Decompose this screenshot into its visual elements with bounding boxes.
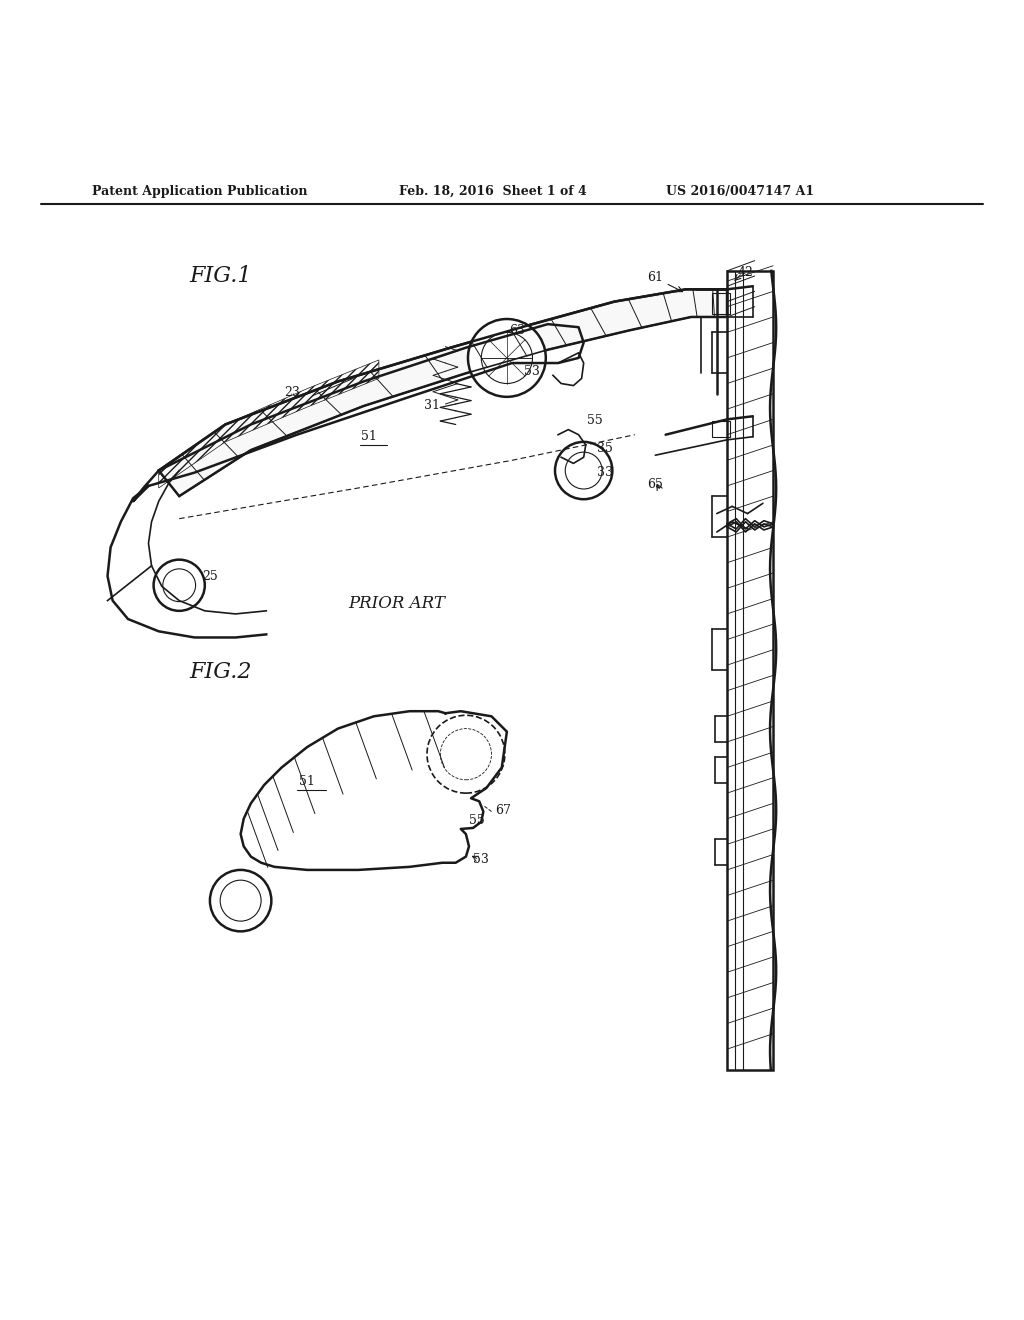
Text: 63: 63 (509, 325, 525, 338)
Text: 65: 65 (647, 478, 664, 491)
Text: 33: 33 (597, 466, 613, 479)
Text: 55: 55 (469, 814, 484, 826)
Text: US 2016/0047147 A1: US 2016/0047147 A1 (666, 185, 814, 198)
Circle shape (210, 870, 271, 932)
Bar (712, 421, 730, 437)
Text: FIG.2: FIG.2 (189, 661, 252, 684)
Text: 53: 53 (524, 366, 541, 379)
Circle shape (154, 560, 205, 611)
Text: 61: 61 (647, 271, 664, 284)
Text: FIG.1: FIG.1 (189, 265, 252, 286)
Text: 31: 31 (424, 399, 440, 412)
Text: 51: 51 (360, 430, 377, 442)
Text: 35: 35 (597, 442, 613, 455)
Text: Patent Application Publication: Patent Application Publication (92, 185, 307, 198)
Text: 51: 51 (299, 775, 315, 788)
Text: 53: 53 (473, 853, 489, 866)
Polygon shape (159, 289, 727, 496)
Text: 42: 42 (737, 267, 754, 279)
Circle shape (555, 442, 612, 499)
Text: 25: 25 (202, 570, 217, 583)
Bar (712, 293, 730, 314)
Circle shape (468, 319, 546, 397)
Text: Feb. 18, 2016  Sheet 1 of 4: Feb. 18, 2016 Sheet 1 of 4 (399, 185, 587, 198)
Text: 55: 55 (587, 414, 602, 428)
Text: PRIOR ART: PRIOR ART (348, 595, 445, 612)
Text: 67: 67 (496, 804, 512, 817)
Text: 23: 23 (284, 385, 300, 399)
